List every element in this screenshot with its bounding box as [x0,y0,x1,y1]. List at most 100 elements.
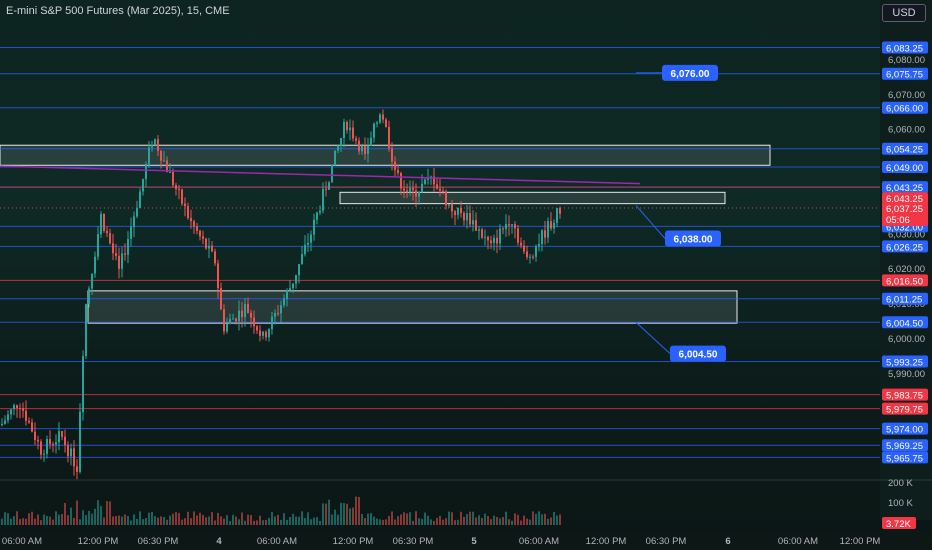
volume-bar [253,520,255,525]
volume-bar [19,519,21,525]
volume-bar [73,517,75,525]
candle-body [415,190,417,197]
volume-bar [499,518,501,525]
volume-bar [364,518,366,525]
volume-bar [88,510,90,525]
candle-body [421,183,423,192]
candle-body [301,254,303,265]
volume-bar [148,512,150,525]
candle-body [289,288,291,291]
volume-bar [79,519,81,525]
volume-bar [322,503,324,525]
candle-body [40,441,42,455]
volume-bar [40,520,42,525]
volume-bar [196,515,198,525]
candle-body [406,190,408,192]
candle-body [169,171,171,173]
candle-body [166,160,168,173]
level-label: 5,993.25 [886,358,923,369]
candle-body [145,163,147,180]
chart-title: E-mini S&P 500 Futures (Mar 2025), 15, C… [6,5,230,17]
candle-body [46,439,48,454]
volume-bar [34,518,36,525]
candle-body [211,245,213,252]
price-tick-label: 6,000.00 [888,334,925,345]
current-price-label: 6,037.25 [886,204,923,215]
volume-bar [97,500,99,525]
candle-body [514,224,516,229]
candle-body [214,251,216,264]
candle-body [232,318,234,320]
volume-bar [256,520,258,525]
volume-bar [520,520,522,525]
candle-body [25,410,27,421]
volume-bar [127,515,129,525]
volume-bar [151,512,153,525]
candle-body [550,221,552,229]
candle-body [259,330,261,336]
volume-bar [394,519,396,525]
volume-bar [112,516,114,525]
volume-tick-label: 100 K [888,498,913,509]
price-tick-label: 6,080.00 [888,55,925,66]
volume-bar [4,512,6,525]
horizontal-lines-layer [0,47,880,458]
level-label: 6,066.00 [886,104,923,115]
volume-bar [61,513,63,525]
candle-body [55,442,57,445]
volume-bar [352,507,354,525]
volume-bar [559,514,561,525]
level-label-bg [882,402,928,415]
candle-body [532,256,534,258]
candle-body [319,210,321,213]
level-label-bg [882,161,928,174]
candle-body [283,298,285,306]
currency-button[interactable]: USD [882,4,926,22]
volume-bar [472,511,474,525]
volume-bar [457,519,459,525]
current-price-countdown: 05:06 [886,215,910,226]
volume-bar [367,513,369,525]
candle-body [286,290,288,299]
level-label: 6,026.25 [886,242,923,253]
volume-bar [199,512,201,525]
volume-bar [331,514,333,525]
candle-body [364,145,366,154]
volume-bar [238,519,240,525]
volume-bar [535,513,537,525]
volume-bar [328,499,330,525]
candle-body [325,188,327,190]
candle-body [70,448,72,457]
volume-bar [493,515,495,525]
candle-body [556,207,558,223]
candle-body [97,234,99,257]
candle-body [394,161,396,171]
volume-bar [478,515,480,525]
level-label: 6,004.50 [886,318,923,329]
candle-body [7,414,9,421]
level-label: 5,979.75 [886,405,923,416]
volume-bar [430,519,432,525]
candle-body [190,218,192,222]
level-label-bg [882,67,928,80]
volume-current-label: 3.72K [886,519,911,530]
volume-bar [310,519,312,525]
volume-bar [178,512,180,525]
level-label: 6,032.00 [886,222,923,233]
volume-bar [289,517,291,525]
level-label: 5,969.25 [886,441,923,452]
volume-bar [22,518,24,525]
time-axis-bg [0,530,932,550]
volume-bar [400,514,402,525]
volume-bar [307,512,309,525]
candle-body [298,264,300,276]
candle-body [202,236,204,239]
time-tick-label: 06:00 AM [519,536,559,547]
volume-bar [10,518,12,525]
volume-bar [259,515,261,525]
volume-bar [304,517,306,525]
volume-bar [538,511,540,525]
candle-body [295,275,297,284]
